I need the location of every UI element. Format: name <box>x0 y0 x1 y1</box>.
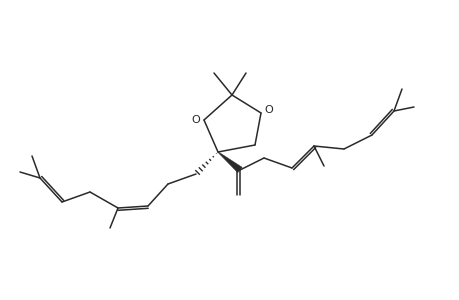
Text: O: O <box>264 105 273 115</box>
Polygon shape <box>218 152 242 173</box>
Text: O: O <box>191 115 200 125</box>
